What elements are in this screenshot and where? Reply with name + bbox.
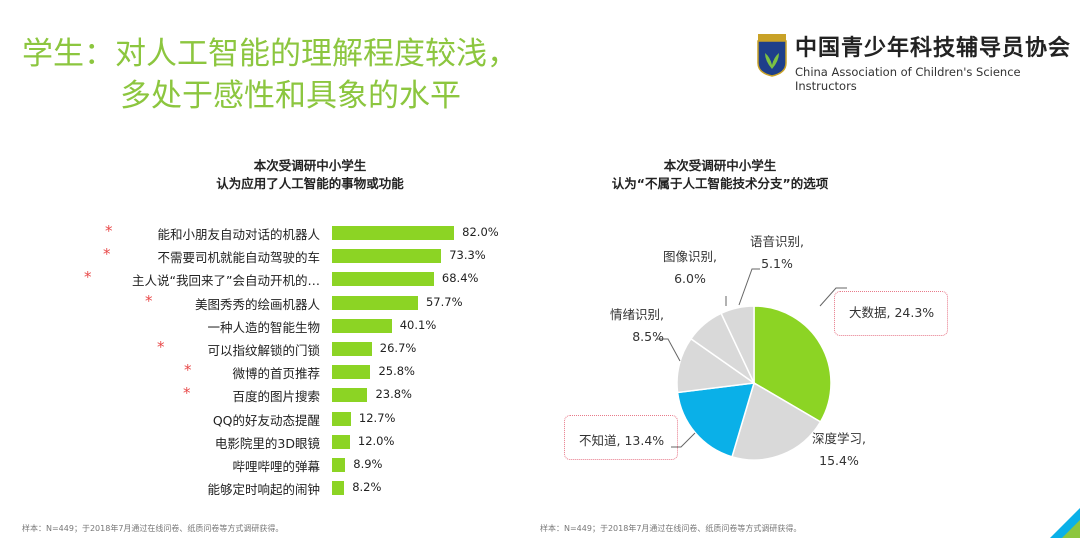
bar-label: 能和小朋友自动对话的机器人 xyxy=(157,227,320,242)
bar-row: 一种人造的智能生物 40.1% xyxy=(0,316,520,336)
bar xyxy=(332,249,442,264)
bar xyxy=(332,365,371,380)
bar-label: 百度的图片搜索 xyxy=(232,389,320,405)
leader-line xyxy=(738,268,760,306)
star-marker: * xyxy=(105,222,113,240)
pie-slice xyxy=(676,382,756,458)
pie-chart-title: 本次受调研中小学生 认为“不属于人工智能技术分支”的选项 xyxy=(590,157,850,193)
bar-row: QQ的好友动态提醒 12.7% xyxy=(0,409,520,429)
bar xyxy=(332,434,350,449)
org-logo-icon xyxy=(757,34,787,77)
bar-value: 73.3% xyxy=(449,248,486,263)
bar-label: 可以指纹解锁的门锁 xyxy=(207,343,320,358)
bar-label: QQ的好友动态提醒 xyxy=(212,412,320,428)
bar-value: 26.7% xyxy=(379,341,417,355)
bar-row: * 可以指纹解锁的门锁 26.7% xyxy=(0,338,520,359)
bar xyxy=(332,272,434,287)
bar-row: * 百度的图片搜索 23.8% xyxy=(0,384,520,405)
bar xyxy=(332,481,345,496)
leader-line xyxy=(657,338,681,362)
star-marker: * xyxy=(145,291,153,310)
star-marker: * xyxy=(157,338,165,356)
star-marker: * xyxy=(184,361,192,380)
bar-row: 能够定时响起的闹钟 8.2% xyxy=(0,478,520,498)
leader-line xyxy=(671,432,696,448)
bar-value: 12.7% xyxy=(358,410,396,425)
org-name-en: China Association of Children's Science … xyxy=(795,65,1021,93)
bar-label: 不需要司机就能自动驾驶的车 xyxy=(157,250,320,266)
bar-value: 12.0% xyxy=(357,433,395,448)
bar xyxy=(332,342,372,356)
org-name-cn: 中国青少年科技辅导员协会 xyxy=(795,35,1072,61)
bar-chart-title: 本次受调研中小学生 认为应用了人工智能的事物或功能 xyxy=(180,157,440,193)
bar-label: 主人说“我回来了”会自动开机的… xyxy=(132,273,320,289)
highlight-box-bigdata xyxy=(834,291,948,336)
bar-label: 哔哩哔哩的弹幕 xyxy=(232,459,320,474)
bar-label: 美图秀秀的绘画机器人 xyxy=(194,296,320,312)
bar-value: 8.2% xyxy=(352,480,382,495)
bar xyxy=(332,411,351,426)
bar xyxy=(332,388,368,403)
pie-title-line1: 本次受调研中小学生 xyxy=(663,158,777,173)
bar-label: 电影院里的3D眼镜 xyxy=(214,435,320,451)
pie-label-deeplearning: 深度学习, 15.4% xyxy=(812,431,866,468)
page-title-line2: 多处于感性和具象的水平 xyxy=(120,78,461,114)
bar-value: 8.9% xyxy=(353,457,383,471)
bar-label: 微博的首页推荐 xyxy=(232,366,320,382)
bar-row: * 美图秀秀的绘画机器人 57.7% xyxy=(0,291,520,313)
pie-label-image: 图像识别, 6.0% xyxy=(663,249,717,286)
footnote-left: 样本：N=449；于2018年7月通过在线问卷、纸质问卷等方式调研获得。 xyxy=(22,524,284,533)
bar-label: 一种人造的智能生物 xyxy=(207,319,320,335)
bar-value: 57.7% xyxy=(425,294,463,309)
bar-label: 能够定时响起的闹钟 xyxy=(207,482,320,498)
bar-title-line1: 本次受调研中小学生 xyxy=(253,158,367,173)
bar-row: * 不需要司机就能自动驾驶的车 73.3% xyxy=(0,245,520,266)
bar-value: 40.1% xyxy=(399,317,437,332)
bar xyxy=(332,318,392,333)
bar-value: 25.8% xyxy=(378,364,415,379)
star-marker: * xyxy=(84,268,92,287)
pie-slice xyxy=(720,305,755,384)
bar xyxy=(332,295,418,310)
highlight-box-unknown xyxy=(564,415,678,460)
bar xyxy=(332,458,346,472)
bar-row: * 微博的首页推荐 25.8% xyxy=(0,361,520,382)
star-marker: * xyxy=(103,245,111,264)
pie-slice xyxy=(731,381,822,461)
page-title-line1: 学生：对人工智能的理解程度较浅， xyxy=(22,36,518,72)
corner-decoration-icon xyxy=(1050,508,1080,538)
bar-value: 23.8% xyxy=(375,387,412,402)
pie-label-voice: 语音识别, 5.1% xyxy=(750,234,804,271)
bar-row: * 能和小朋友自动对话的机器人 82.0% xyxy=(0,222,520,243)
bar-title-line2: 认为应用了人工智能的事物或功能 xyxy=(216,176,404,191)
bar-value: 68.4% xyxy=(441,271,479,286)
pie-slice xyxy=(753,305,832,423)
pie-label-unknown: 不知道, 13.4% xyxy=(579,433,665,448)
bar-row: * 主人说“我回来了”会自动开机的… 68.4% xyxy=(0,268,520,289)
pie-title-line2: 认为“不属于人工智能技术分支”的选项 xyxy=(611,176,829,191)
bar-value: 82.0% xyxy=(462,225,499,239)
star-marker: * xyxy=(183,384,191,403)
footnote-right: 样本：N=449；于2018年7月通过在线问卷、纸质问卷等方式调研获得。 xyxy=(540,524,802,533)
bar-row: 哔哩哔哩的弹幕 8.9% xyxy=(0,455,520,475)
pie-label-bigdata: 大数据, 24.3% xyxy=(849,305,935,320)
bar xyxy=(332,226,455,240)
bar-row: 电影院里的3D眼镜 12.0% xyxy=(0,432,520,452)
leader-line xyxy=(819,287,847,307)
pie-label-emotion: 情绪识别, 8.5% xyxy=(610,307,664,344)
